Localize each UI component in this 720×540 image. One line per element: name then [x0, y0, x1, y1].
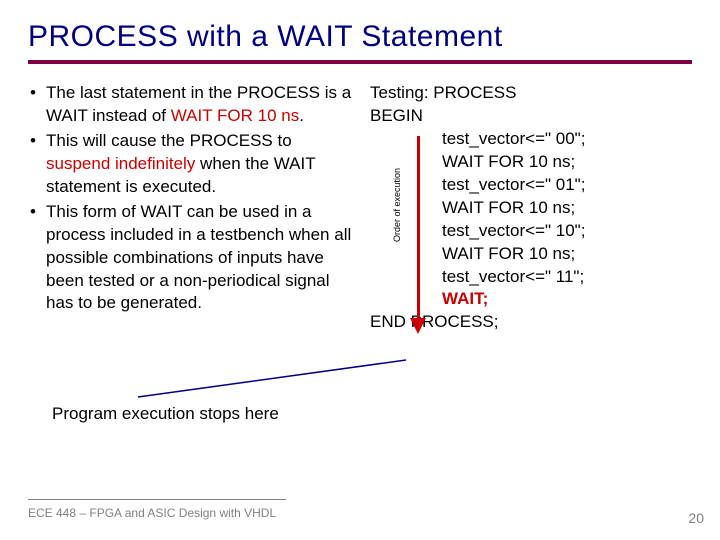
bullet-list: The last statement in the PROCESS is a W…	[28, 82, 358, 315]
footer-divider	[28, 499, 286, 500]
arrow-head-icon	[410, 318, 426, 334]
execution-arrow	[410, 136, 426, 334]
content-row: The last statement in the PROCESS is a W…	[28, 82, 692, 334]
bullet-text: This will cause the PROCESS to	[46, 131, 292, 150]
bullet-item: This form of WAIT can be used in a proce…	[28, 201, 358, 316]
title-underline	[28, 60, 692, 64]
slide: PROCESS with a WAIT Statement The last s…	[0, 0, 720, 540]
order-of-execution-label: Order of execution	[392, 168, 402, 242]
bullet-red: suspend indefinitely	[46, 154, 195, 173]
bullet-item: This will cause the PROCESS to suspend i…	[28, 130, 358, 199]
footer-text: ECE 448 – FPGA and ASIC Design with VHDL	[28, 506, 276, 520]
callout-line-icon	[130, 357, 410, 401]
execution-stops-label: Program execution stops here	[52, 404, 279, 424]
bullet-text: This form of WAIT can be used in a proce…	[46, 202, 351, 313]
page-number: 20	[688, 510, 704, 526]
code-line: Testing: PROCESS	[370, 82, 692, 105]
bullet-item: The last statement in the PROCESS is a W…	[28, 82, 358, 128]
left-column: The last statement in the PROCESS is a W…	[28, 82, 358, 334]
arrow-shaft	[417, 136, 420, 322]
bullet-red: WAIT FOR 10 ns	[171, 106, 299, 125]
slide-title: PROCESS with a WAIT Statement	[28, 20, 692, 54]
code-line: BEGIN	[370, 105, 692, 128]
right-column: Testing: PROCESS BEGIN test_vector<=" 00…	[370, 82, 692, 334]
bullet-post: .	[299, 106, 304, 125]
